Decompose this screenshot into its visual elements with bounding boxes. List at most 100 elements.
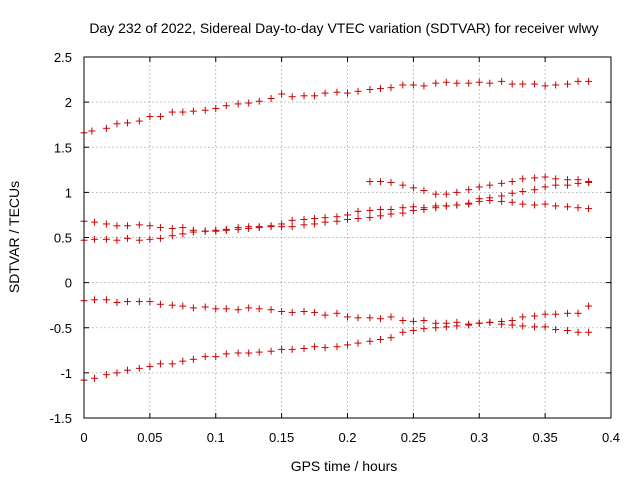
data-point	[300, 221, 308, 229]
data-point	[146, 113, 154, 121]
data-point	[278, 90, 286, 98]
x-tick-label: 0.25	[401, 430, 426, 445]
data-point	[376, 315, 384, 323]
data-point	[113, 236, 121, 244]
data-point	[333, 88, 341, 96]
y-tick-label: -0.5	[50, 321, 72, 336]
y-tick-label: 1.5	[54, 140, 72, 155]
data-point	[564, 326, 572, 334]
data-point	[102, 235, 110, 243]
data-point	[212, 104, 220, 112]
data-point	[409, 184, 417, 192]
data-point	[201, 303, 209, 311]
data-point	[432, 79, 440, 87]
data-point	[519, 200, 527, 208]
data-point	[420, 187, 428, 195]
data-point	[168, 232, 176, 240]
data-point	[552, 202, 560, 210]
data-point	[91, 235, 99, 243]
data-point	[399, 181, 407, 189]
data-point	[552, 81, 560, 89]
data-point	[234, 306, 242, 314]
data-point	[255, 97, 263, 105]
data-point	[267, 223, 275, 231]
data-point	[168, 301, 176, 309]
data-point	[288, 93, 296, 101]
y-tick-label: -1	[60, 366, 72, 381]
data-point	[201, 106, 209, 114]
data-point	[212, 227, 220, 235]
series-lower	[80, 318, 593, 384]
data-point	[113, 298, 121, 306]
data-point	[432, 204, 440, 212]
data-point	[453, 79, 461, 87]
data-point	[541, 183, 549, 191]
data-point	[465, 199, 473, 207]
data-point	[168, 108, 176, 116]
data-point	[321, 218, 329, 226]
data-point	[288, 308, 296, 316]
data-point	[475, 183, 483, 191]
data-point	[123, 234, 131, 242]
data-point	[475, 195, 483, 203]
data-point	[409, 317, 417, 325]
series-upper	[80, 77, 593, 137]
data-point	[245, 99, 253, 107]
data-point	[585, 302, 593, 310]
data-point	[333, 309, 341, 317]
data-point	[387, 313, 395, 321]
data-point	[255, 224, 263, 232]
data-point	[541, 82, 549, 90]
data-point	[156, 224, 164, 232]
data-points	[80, 77, 593, 384]
data-point	[189, 304, 197, 312]
data-point	[113, 369, 121, 377]
data-point	[508, 189, 516, 197]
data-point	[344, 215, 351, 223]
data-point	[585, 205, 593, 213]
data-point	[498, 320, 506, 328]
x-tick-label: 0.2	[338, 430, 356, 445]
x-tick-label: 0.3	[470, 430, 488, 445]
data-point	[88, 127, 96, 135]
data-point	[354, 207, 362, 215]
x-tick-label: 0.35	[532, 430, 557, 445]
data-point	[135, 364, 143, 372]
data-point	[465, 321, 473, 329]
data-point	[519, 175, 527, 183]
y-tick-label: 2.5	[54, 50, 72, 65]
data-point	[541, 173, 549, 181]
data-point	[102, 296, 110, 304]
data-point	[222, 102, 230, 110]
data-point	[189, 107, 197, 115]
data-point	[486, 181, 494, 189]
data-point	[366, 206, 374, 214]
data-point	[564, 181, 572, 189]
data-point	[267, 306, 275, 314]
data-point	[399, 81, 407, 89]
data-point	[354, 339, 362, 347]
data-point	[519, 187, 527, 195]
data-point	[91, 374, 99, 382]
data-point	[135, 298, 143, 306]
data-point	[135, 117, 143, 125]
data-point	[156, 234, 164, 242]
data-point	[519, 313, 527, 321]
chart-title: Day 232 of 2022, Sidereal Day-to-day VTE…	[89, 20, 598, 36]
y-tick-label: 1	[65, 185, 72, 200]
data-point	[508, 80, 516, 88]
data-point	[278, 223, 286, 231]
data-point	[409, 81, 417, 89]
data-point	[420, 82, 428, 90]
data-point	[442, 202, 450, 210]
data-point	[531, 80, 539, 88]
data-point	[420, 206, 428, 214]
data-point	[552, 181, 560, 189]
data-point	[541, 200, 549, 208]
data-point	[508, 321, 516, 329]
data-point	[432, 324, 440, 332]
data-point	[376, 206, 384, 214]
data-point	[409, 206, 417, 214]
data-point	[113, 222, 121, 230]
